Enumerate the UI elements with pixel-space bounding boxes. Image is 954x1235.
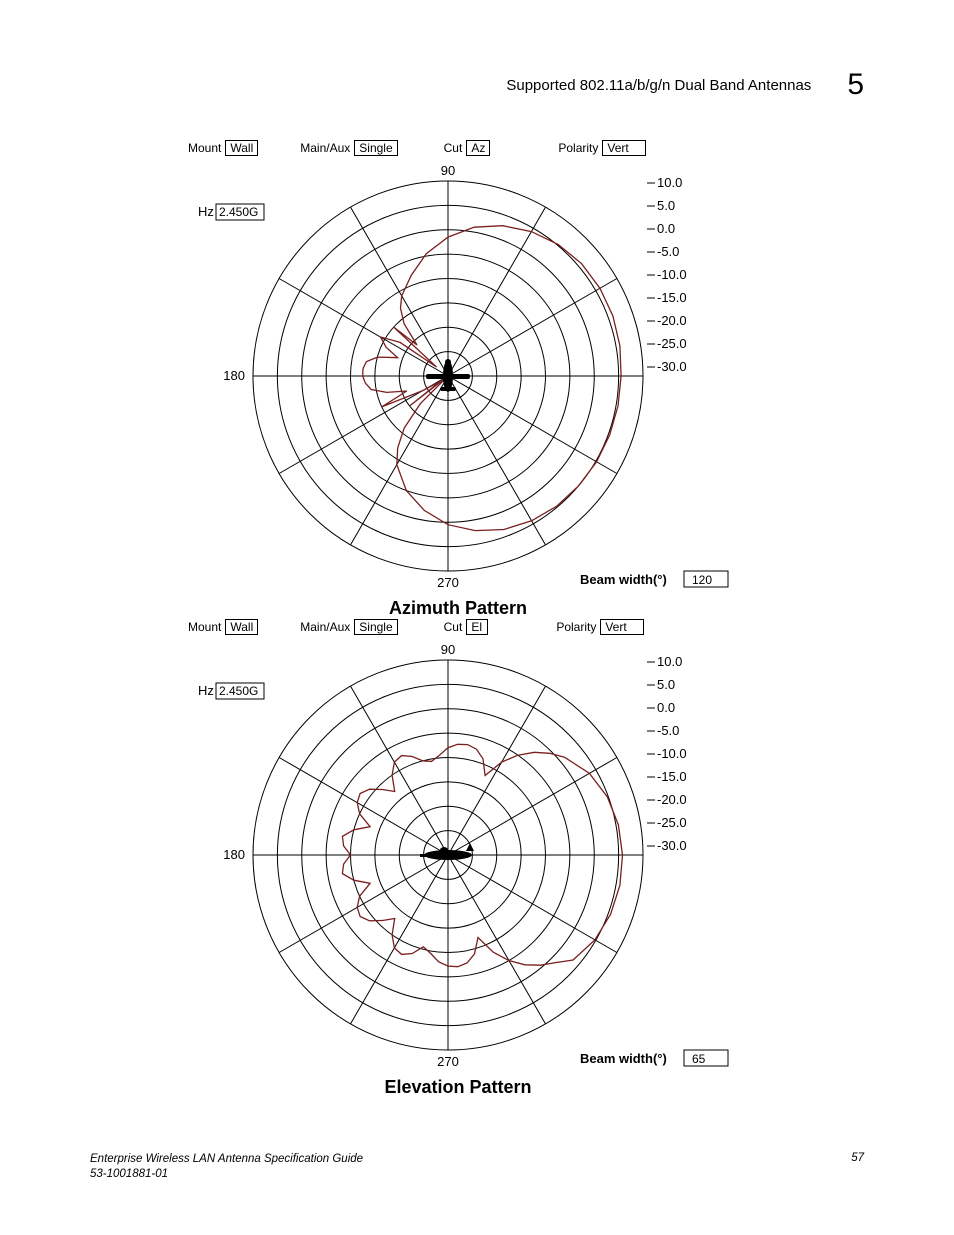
footer-guide: Enterprise Wireless LAN Antenna Specific… [90,1152,363,1168]
mainaux-label: Main/Aux [300,141,350,155]
cut-label: Cut [444,620,463,634]
page-footer: Enterprise Wireless LAN Antenna Specific… [90,1152,864,1183]
footer-page: 57 [851,1152,864,1183]
ring-label: 5.0 [657,677,675,692]
ring-label: -25.0 [657,815,687,830]
footer-docnum: 53-1001881-01 [90,1167,363,1183]
ring-label: -5.0 [657,723,679,738]
ring-label: -10.0 [657,267,687,282]
polar-chart-block: Mount Wall Main/Aux Single CutEl Polarity V… [178,619,738,1098]
cut-value: Az [466,140,490,156]
angle-label: 180 [223,847,245,862]
angle-label: 180 [223,368,245,383]
angle-label: 90 [441,642,455,657]
mainaux-value: Single [354,140,397,156]
angle-label: 90 [441,163,455,178]
mainaux-value: Single [354,619,397,635]
beamwidth-label: Beam width(°) [580,572,667,587]
mount-label: Mount [188,141,221,155]
beamwidth-value: 120 [692,573,712,587]
ring-label: 10.0 [657,654,682,669]
mount-value: Wall [225,619,258,635]
cut-value: El [466,619,488,635]
hz-label: Hz [198,683,214,698]
ring-label: 5.0 [657,198,675,213]
figure-area: MountWall Main/AuxSingle CutAz PolarityV… [178,140,738,1098]
ring-label: -20.0 [657,792,687,807]
polarity-value: Vert [602,140,646,156]
hz-value: 2.450G [219,684,258,698]
mainaux-label: Main/Aux [300,620,350,634]
hz-value: 2.450G [219,205,258,219]
chart-caption: Elevation Pattern [178,1077,738,1098]
ring-label: -15.0 [657,769,687,784]
ring-label: -30.0 [657,838,687,853]
polar-plot-svg: 90 180 270 10.0 5.0 0.0 -5.0 -10.0 -15.0 -20.0 -25… [178,156,738,596]
polarity-label: Polarity [558,141,598,155]
ring-label: 0.0 [657,221,675,236]
ring-label: 10.0 [657,175,682,190]
ring-label: -5.0 [657,244,679,259]
polar-plot-svg: 90 180 270 10.0 5.0 0.0 -5.0 -10.0 -15.0 -20.0 -25… [178,635,738,1075]
cut-label: Cut [444,141,463,155]
ring-label: 0.0 [657,700,675,715]
ring-label: -20.0 [657,313,687,328]
polar-chart-block: Mount Wall Main/Aux Single CutAz Polarity V… [178,140,738,619]
chart-param-row: Mount Wall Main/Aux Single CutEl Polarity V… [188,619,738,635]
chart-param-row: Mount Wall Main/Aux Single CutAz Polarity V… [188,140,738,156]
angle-label: 270 [437,575,459,590]
polarity-label: Polarity [556,620,596,634]
hz-label: Hz [198,204,214,219]
mount-label: Mount [188,620,221,634]
page-header-title: Supported 802.11a/b/g/n Dual Band Antenn… [506,77,811,94]
ring-label: -10.0 [657,746,687,761]
beamwidth-value: 65 [692,1052,706,1066]
mount-value: Wall [225,140,258,156]
ring-label: -15.0 [657,290,687,305]
ring-label: -25.0 [657,336,687,351]
chapter-number: 5 [847,68,864,102]
chart-caption: Azimuth Pattern [178,598,738,619]
polarity-value: Vert [600,619,644,635]
ring-label: -30.0 [657,359,687,374]
beamwidth-label: Beam width(°) [580,1051,667,1066]
angle-label: 270 [437,1054,459,1069]
